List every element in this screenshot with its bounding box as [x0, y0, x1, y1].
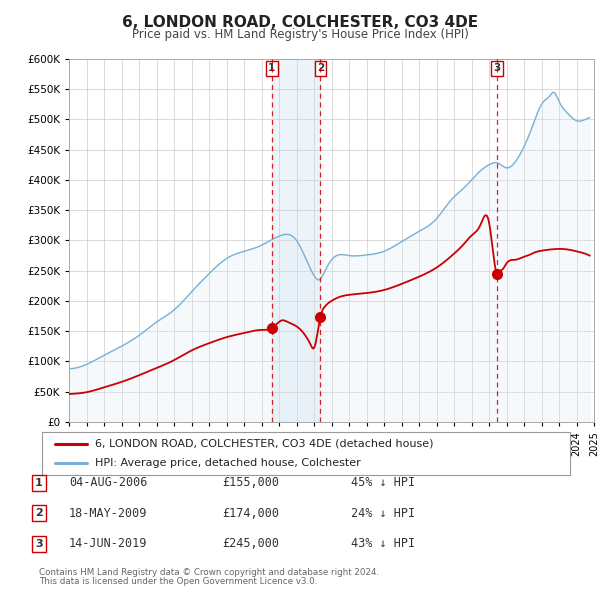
Text: 14-JUN-2019: 14-JUN-2019 [69, 537, 148, 550]
Text: 3: 3 [35, 539, 43, 549]
Text: £174,000: £174,000 [222, 507, 279, 520]
Text: 3: 3 [493, 63, 500, 73]
Text: Contains HM Land Registry data © Crown copyright and database right 2024.: Contains HM Land Registry data © Crown c… [39, 568, 379, 577]
Text: HPI: Average price, detached house, Colchester: HPI: Average price, detached house, Colc… [95, 458, 361, 468]
Text: 43% ↓ HPI: 43% ↓ HPI [351, 537, 415, 550]
Text: 04-AUG-2006: 04-AUG-2006 [69, 476, 148, 489]
Text: 2: 2 [317, 63, 324, 73]
Bar [272, 59, 320, 422]
Text: 6, LONDON ROAD, COLCHESTER, CO3 4DE (detached house): 6, LONDON ROAD, COLCHESTER, CO3 4DE (det… [95, 439, 433, 449]
Text: 1: 1 [35, 478, 43, 487]
Text: 6, LONDON ROAD, COLCHESTER, CO3 4DE: 6, LONDON ROAD, COLCHESTER, CO3 4DE [122, 15, 478, 30]
Text: 24% ↓ HPI: 24% ↓ HPI [351, 507, 415, 520]
Text: 45% ↓ HPI: 45% ↓ HPI [351, 476, 415, 489]
Text: 1: 1 [268, 63, 275, 73]
Text: £245,000: £245,000 [222, 537, 279, 550]
Text: 18-MAY-2009: 18-MAY-2009 [69, 507, 148, 520]
Text: Price paid vs. HM Land Registry's House Price Index (HPI): Price paid vs. HM Land Registry's House … [131, 28, 469, 41]
Text: 2: 2 [35, 509, 43, 518]
Text: This data is licensed under the Open Government Licence v3.0.: This data is licensed under the Open Gov… [39, 577, 317, 586]
Text: £155,000: £155,000 [222, 476, 279, 489]
